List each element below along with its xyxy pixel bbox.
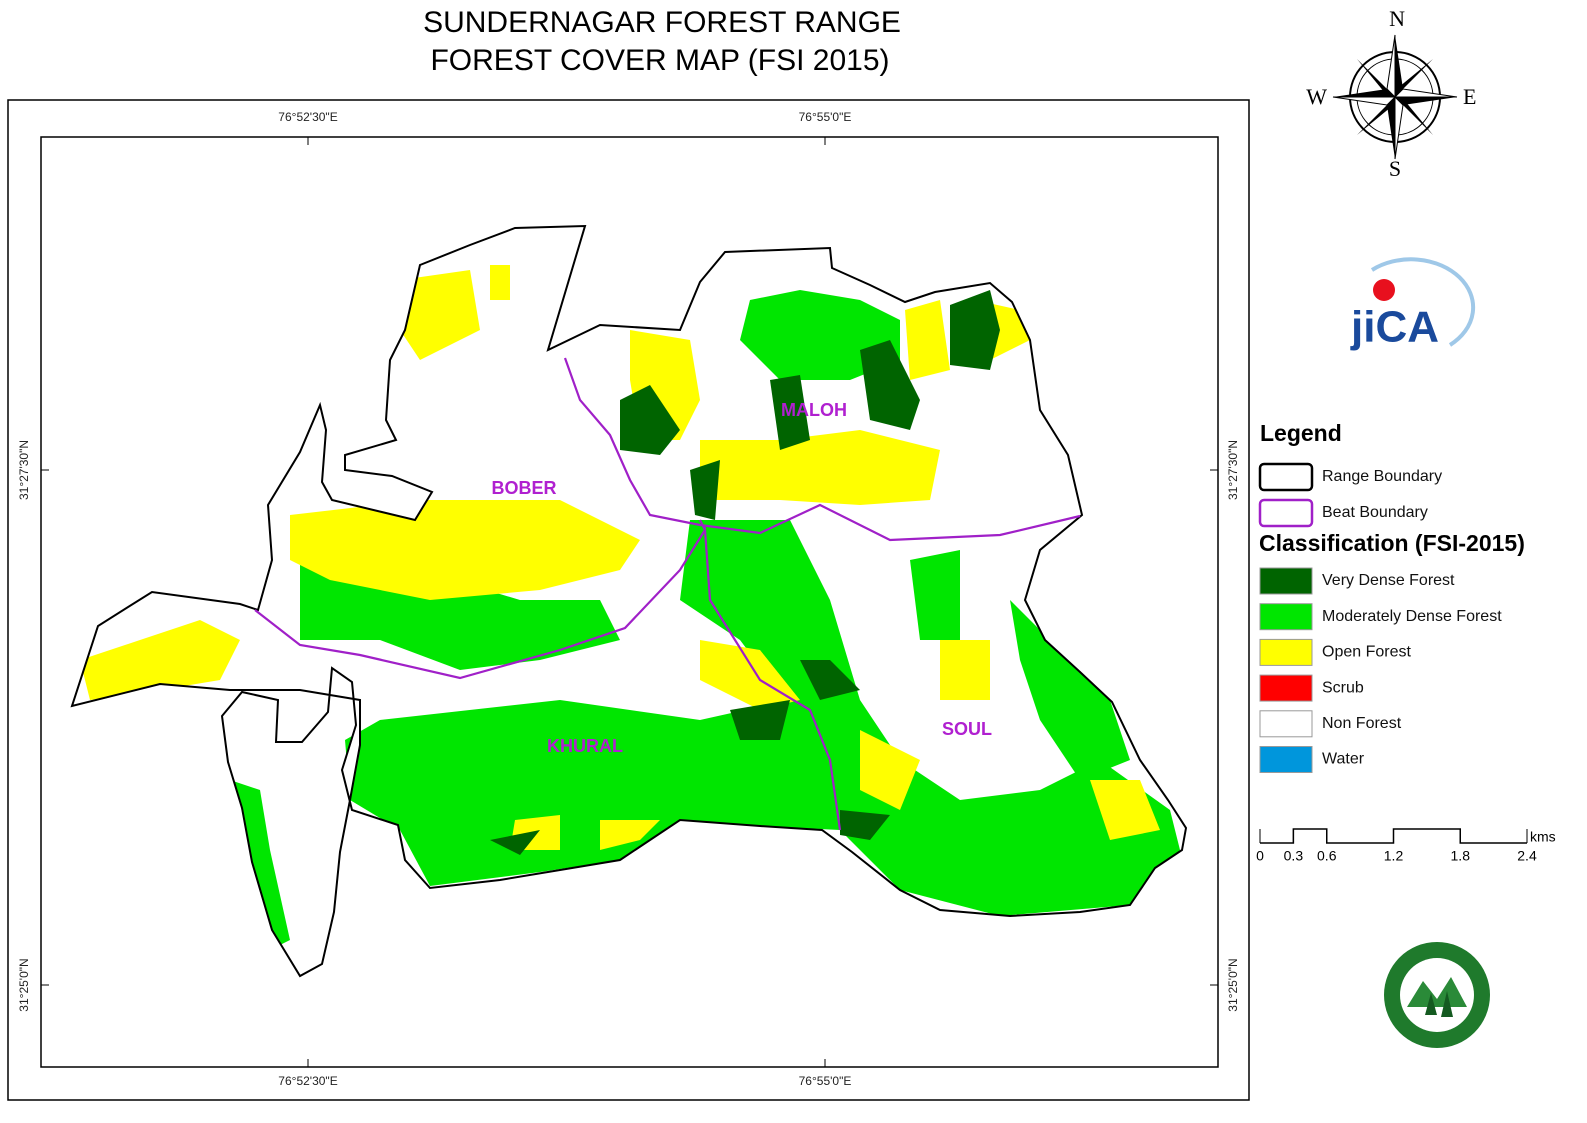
cover-patch bbox=[1090, 780, 1160, 840]
cover-patch bbox=[1010, 600, 1130, 780]
scale-label: 1.8 bbox=[1451, 848, 1471, 864]
legend-label: Range Boundary bbox=[1322, 468, 1442, 485]
coord-label: 31°27'30"N bbox=[17, 440, 31, 500]
coord-label: 31°25'0"N bbox=[1226, 958, 1240, 1011]
coord-label: 76°52'30"E bbox=[278, 1074, 337, 1088]
scale-unit: kms bbox=[1530, 829, 1556, 845]
coord-label: 31°27'30"N bbox=[1226, 440, 1240, 500]
beat-label: BOBER bbox=[491, 478, 556, 498]
scale-label: 0 bbox=[1256, 848, 1264, 864]
legend-swatch bbox=[1258, 462, 1314, 492]
legend-swatch bbox=[1259, 603, 1313, 631]
beat-boundary bbox=[254, 526, 842, 831]
cover-patch bbox=[800, 660, 860, 700]
legend-label: Water bbox=[1322, 751, 1365, 768]
scale-bar-line bbox=[1260, 828, 1527, 844]
cover-patch bbox=[910, 550, 960, 640]
legend-label: Beat Boundary bbox=[1322, 504, 1428, 521]
cover-patch bbox=[940, 640, 990, 700]
compass-letter: S bbox=[1389, 156, 1401, 181]
cover-patch bbox=[345, 700, 840, 886]
title-line: FOREST COVER MAP (FSI 2015) bbox=[430, 44, 889, 77]
outer-frame bbox=[7, 99, 1250, 1101]
beat-boundary bbox=[699, 519, 706, 531]
legend-swatch bbox=[1259, 710, 1313, 738]
legend-swatch bbox=[1259, 638, 1313, 666]
cover-patch bbox=[730, 700, 790, 740]
scale-label: 0.6 bbox=[1317, 848, 1337, 864]
map-frame bbox=[40, 136, 1219, 1068]
beat-label: SOUL bbox=[942, 719, 992, 739]
cover-patch bbox=[860, 340, 920, 430]
cover-patch bbox=[620, 385, 680, 455]
forest-cover bbox=[80, 265, 1180, 950]
scale-label: 2.4 bbox=[1517, 848, 1537, 864]
cover-patch bbox=[905, 300, 950, 380]
cover-patch bbox=[860, 730, 920, 810]
jica-logo: jiCA bbox=[1350, 257, 1476, 352]
cover-patch bbox=[690, 460, 720, 520]
legend-label: Scrub bbox=[1322, 679, 1364, 696]
scale-bar: kms 0 0.3 0.6 1.2 1.8 2.4 bbox=[1256, 828, 1556, 864]
compass-letter: E bbox=[1463, 84, 1476, 109]
beat-label: KHURAL bbox=[547, 736, 623, 756]
map-body bbox=[70, 224, 1188, 978]
scale-label: 1.2 bbox=[1384, 848, 1404, 864]
coord-label: 31°25'0"N bbox=[17, 958, 31, 1011]
range-boundary bbox=[70, 224, 1188, 978]
cover-patch bbox=[600, 820, 660, 850]
title-line: SUNDERNAGAR FOREST RANGE bbox=[423, 6, 901, 39]
cover-patch bbox=[490, 265, 510, 300]
cover-patch bbox=[840, 810, 890, 840]
compass-letter: N bbox=[1389, 6, 1405, 31]
department-emblem bbox=[1384, 942, 1490, 1048]
cover-patch bbox=[770, 375, 810, 450]
legend-label: Open Forest bbox=[1322, 644, 1411, 661]
scale-label: 0.3 bbox=[1284, 848, 1304, 864]
beat-label: MALOH bbox=[781, 400, 847, 420]
legend-label: Non Forest bbox=[1322, 715, 1402, 732]
coord-label: 76°55'0"E bbox=[799, 1074, 852, 1088]
cover-patch bbox=[290, 500, 640, 600]
beat-boundaries bbox=[254, 357, 1081, 831]
cover-patch bbox=[740, 290, 900, 380]
legend-swatch bbox=[1259, 674, 1313, 702]
cover-patch bbox=[80, 620, 240, 700]
legend: Legend Classification (FSI-2015) Range B… bbox=[1258, 420, 1525, 773]
beat-boundary bbox=[563, 357, 1081, 542]
cover-patch bbox=[490, 830, 540, 855]
north-arrow: N E S W bbox=[1306, 6, 1476, 181]
legend-swatch bbox=[1258, 498, 1314, 528]
cover-patch bbox=[700, 430, 940, 505]
coord-label: 76°55'0"E bbox=[799, 110, 852, 124]
compass-letter: W bbox=[1306, 84, 1327, 109]
graticule-ticks: 76°52'30"E 76°52'30"E 76°55'0"E 76°55'0"E 31… bbox=[17, 110, 1240, 1088]
logo-text: jiCA bbox=[1350, 303, 1439, 352]
cover-patch bbox=[400, 270, 480, 360]
legend-title: Legend bbox=[1260, 420, 1342, 446]
legend-subtitle: Classification (FSI-2015) bbox=[1259, 530, 1525, 556]
legend-label: Very Dense Forest bbox=[1322, 572, 1455, 589]
legend-swatch bbox=[1259, 567, 1313, 595]
cover-patch bbox=[950, 290, 1000, 370]
legend-swatch bbox=[1259, 746, 1313, 773]
legend-label: Moderately Dense Forest bbox=[1322, 608, 1502, 625]
coord-label: 76°52'30"E bbox=[278, 110, 337, 124]
cover-patch bbox=[680, 520, 1180, 916]
cover-patch bbox=[700, 640, 800, 710]
